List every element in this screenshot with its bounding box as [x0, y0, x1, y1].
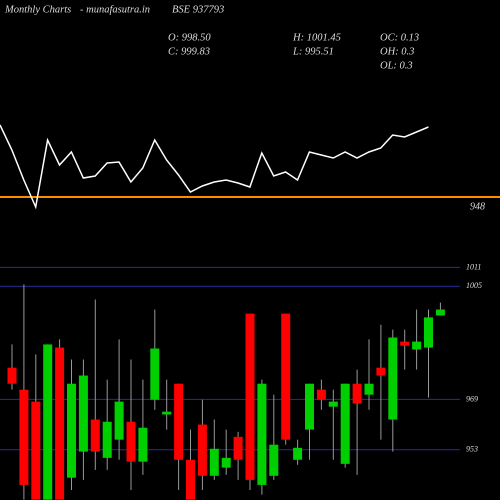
site-name: Monthly Charts: [4, 4, 71, 15]
y-tick-label: 1005: [466, 281, 482, 290]
candle-body: [43, 344, 53, 500]
candle-body: [233, 436, 243, 460]
candle-body: [293, 447, 303, 460]
low-stat: L: 995.51: [292, 46, 334, 57]
y-tick-label: 969: [466, 394, 478, 403]
ol-stat: OL: 0.3: [380, 60, 413, 71]
symbol: BSE 937793: [172, 4, 224, 15]
candle-body: [114, 401, 124, 440]
candle-body: [305, 383, 314, 430]
candle-body: [78, 375, 88, 452]
candle-body: [412, 341, 422, 350]
candle-body: [435, 309, 445, 316]
oh-stat: OH: 0.3: [380, 46, 414, 57]
candle-body: [209, 448, 219, 476]
domain: - munafasutra.in: [80, 4, 150, 15]
candle-body: [257, 383, 267, 485]
candle-body: [388, 337, 398, 420]
candle-body: [102, 421, 112, 458]
candle-body: [352, 383, 362, 404]
y-tick-label: 948: [470, 201, 485, 212]
candle-body: [424, 317, 433, 348]
candle-body: [90, 419, 100, 452]
candle-body: [126, 421, 136, 462]
candle-body: [31, 401, 41, 500]
candle-body: [245, 313, 255, 480]
y-tick-label: 953: [466, 445, 478, 454]
candle-body: [174, 383, 184, 460]
candle-body: [138, 427, 148, 462]
candle-body: [328, 401, 338, 407]
candle-body: [316, 389, 326, 400]
candle-body: [19, 389, 29, 485]
candle-body: [150, 348, 160, 400]
candle-body: [67, 383, 76, 478]
candle-body: [197, 424, 207, 476]
candle-body: [400, 341, 410, 346]
y-tick-label: 1011: [466, 262, 481, 271]
candle-body: [340, 383, 350, 464]
open-stat: O: 998.50: [168, 32, 211, 43]
high-stat: H: 1001.45: [292, 32, 341, 43]
candle-body: [269, 444, 279, 476]
candle-body: [364, 383, 374, 395]
close-stat: C: 999.83: [168, 46, 210, 57]
candle-body: [186, 459, 195, 500]
candle-body: [281, 313, 291, 440]
candle-body: [55, 347, 65, 500]
candle-body: [7, 367, 17, 384]
candle-body: [376, 367, 386, 376]
oc-stat: OC: 0.13: [380, 32, 419, 43]
candle-body: [221, 457, 231, 468]
price-line: [0, 124, 429, 210]
candle-body: [162, 411, 172, 415]
